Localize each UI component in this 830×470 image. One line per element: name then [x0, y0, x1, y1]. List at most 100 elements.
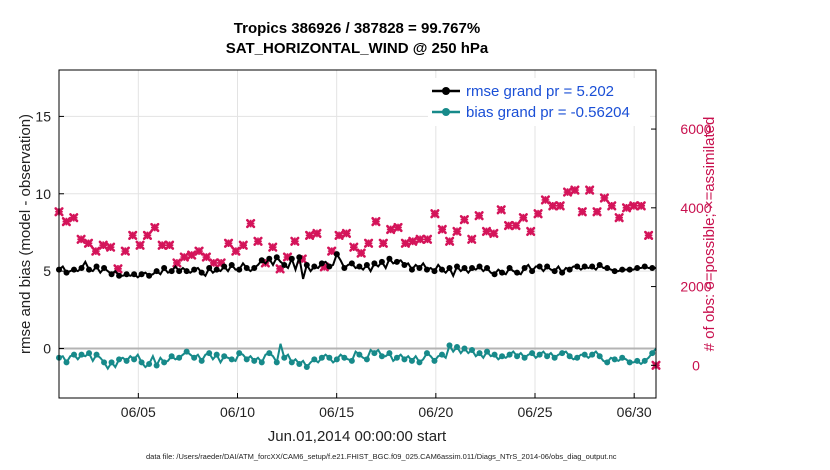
x-tick-label: 06/25: [517, 404, 552, 420]
bias-point: [408, 357, 415, 364]
bias-point: [123, 357, 130, 364]
obs-point: [238, 240, 248, 250]
obs-point: [422, 234, 433, 244]
bias-point: [138, 359, 145, 366]
rmse-point: [529, 268, 536, 275]
bias-point: [191, 354, 198, 361]
obs-point: [400, 238, 411, 248]
obs-point: [518, 213, 528, 223]
bias-point: [236, 350, 243, 357]
obs-point: [644, 230, 654, 240]
obs-point: [562, 187, 573, 197]
rmse-point: [371, 260, 378, 267]
y-tick-label: 15: [35, 108, 51, 124]
bias-point: [146, 360, 153, 367]
bias-point: [371, 350, 378, 357]
obs-point: [371, 216, 381, 227]
y-tick-label: 0: [43, 340, 51, 356]
obs-point: [268, 242, 278, 252]
rmse-series: [56, 251, 656, 280]
bias-point: [311, 356, 318, 363]
rmse-point: [408, 266, 415, 273]
y-tick-label: 10: [35, 186, 51, 202]
x-tick-label: 06/05: [121, 404, 156, 420]
legend-bias-label: bias grand pr = -0.56204: [466, 104, 630, 121]
data-file-footnote: data file: /Users/raeder/DAI/ATM_forcXX/…: [146, 452, 617, 461]
obs-point: [209, 258, 219, 268]
x-axis-label: Jun.01,2014 00:00:00 start: [268, 428, 447, 445]
rmse-point: [71, 266, 78, 273]
rmse-point: [596, 261, 603, 268]
bias-point: [251, 357, 258, 364]
bias-point: [401, 356, 408, 363]
obs-point: [459, 215, 469, 225]
rmse-point: [318, 260, 325, 267]
rmse-point: [641, 263, 648, 270]
bias-point: [213, 351, 220, 358]
bias-point: [454, 343, 460, 350]
bias-point: [243, 356, 250, 363]
legend-box: [428, 78, 650, 126]
x-tick-label: 06/15: [319, 404, 354, 420]
bias-point: [356, 351, 363, 358]
bias-point: [258, 359, 265, 366]
rmse-point: [341, 265, 348, 272]
bias-point: [544, 353, 551, 360]
obs-point: [91, 246, 101, 256]
obs-point: [327, 246, 337, 256]
bias-point: [206, 350, 213, 357]
rmse-point: [589, 263, 596, 270]
obs-point: [120, 246, 130, 256]
bias-point: [108, 359, 115, 366]
bias-point: [303, 364, 310, 371]
rmse-point: [161, 265, 168, 272]
bias-point: [559, 350, 566, 357]
plot-frame: [58, 69, 657, 399]
rmse-point: [78, 265, 85, 272]
bias-point: [514, 353, 521, 360]
obs-point: [592, 207, 602, 217]
rmse-point: [649, 265, 656, 272]
bias-point: [566, 353, 573, 360]
y-right-tick-label: 6000: [680, 121, 711, 137]
y-right-tick-label: 4000: [680, 200, 711, 216]
obs-point: [577, 207, 587, 217]
obs-point: [474, 211, 484, 221]
rmse-point: [348, 260, 355, 267]
rmse-point: [386, 255, 393, 262]
obs-point: [467, 234, 477, 244]
bias-point: [469, 347, 476, 354]
rmse-point: [123, 271, 130, 278]
bias-point: [71, 351, 78, 358]
obs-point: [636, 201, 646, 211]
rmse-point: [101, 265, 108, 272]
obs-point: [98, 240, 108, 250]
bias-point: [596, 353, 603, 360]
obs-point: [194, 246, 204, 256]
bias-point: [506, 351, 513, 358]
bias-point: [551, 354, 558, 361]
obs-point: [187, 250, 197, 260]
obs-point: [69, 213, 79, 223]
obs-point: [415, 234, 425, 244]
obs-point: [312, 228, 322, 239]
obs-point: [246, 218, 256, 229]
rmse-point: [63, 269, 70, 276]
rmse-point: [281, 261, 288, 268]
bias-point: [634, 357, 641, 364]
bias-point: [221, 353, 228, 360]
obs-point: [105, 242, 116, 252]
obs-point: [452, 226, 462, 237]
bias-point: [536, 351, 543, 358]
obs-point: [304, 230, 315, 240]
obs-point: [142, 230, 153, 240]
rmse-point: [198, 269, 205, 276]
bias-point: [431, 357, 438, 364]
rmse-point: [356, 263, 363, 270]
bias-point: [101, 359, 108, 366]
obs-point: [445, 236, 455, 246]
obs-point: [496, 205, 506, 215]
bias-point: [116, 356, 123, 363]
rmse-point: [146, 272, 153, 279]
bias-point: [296, 360, 303, 367]
